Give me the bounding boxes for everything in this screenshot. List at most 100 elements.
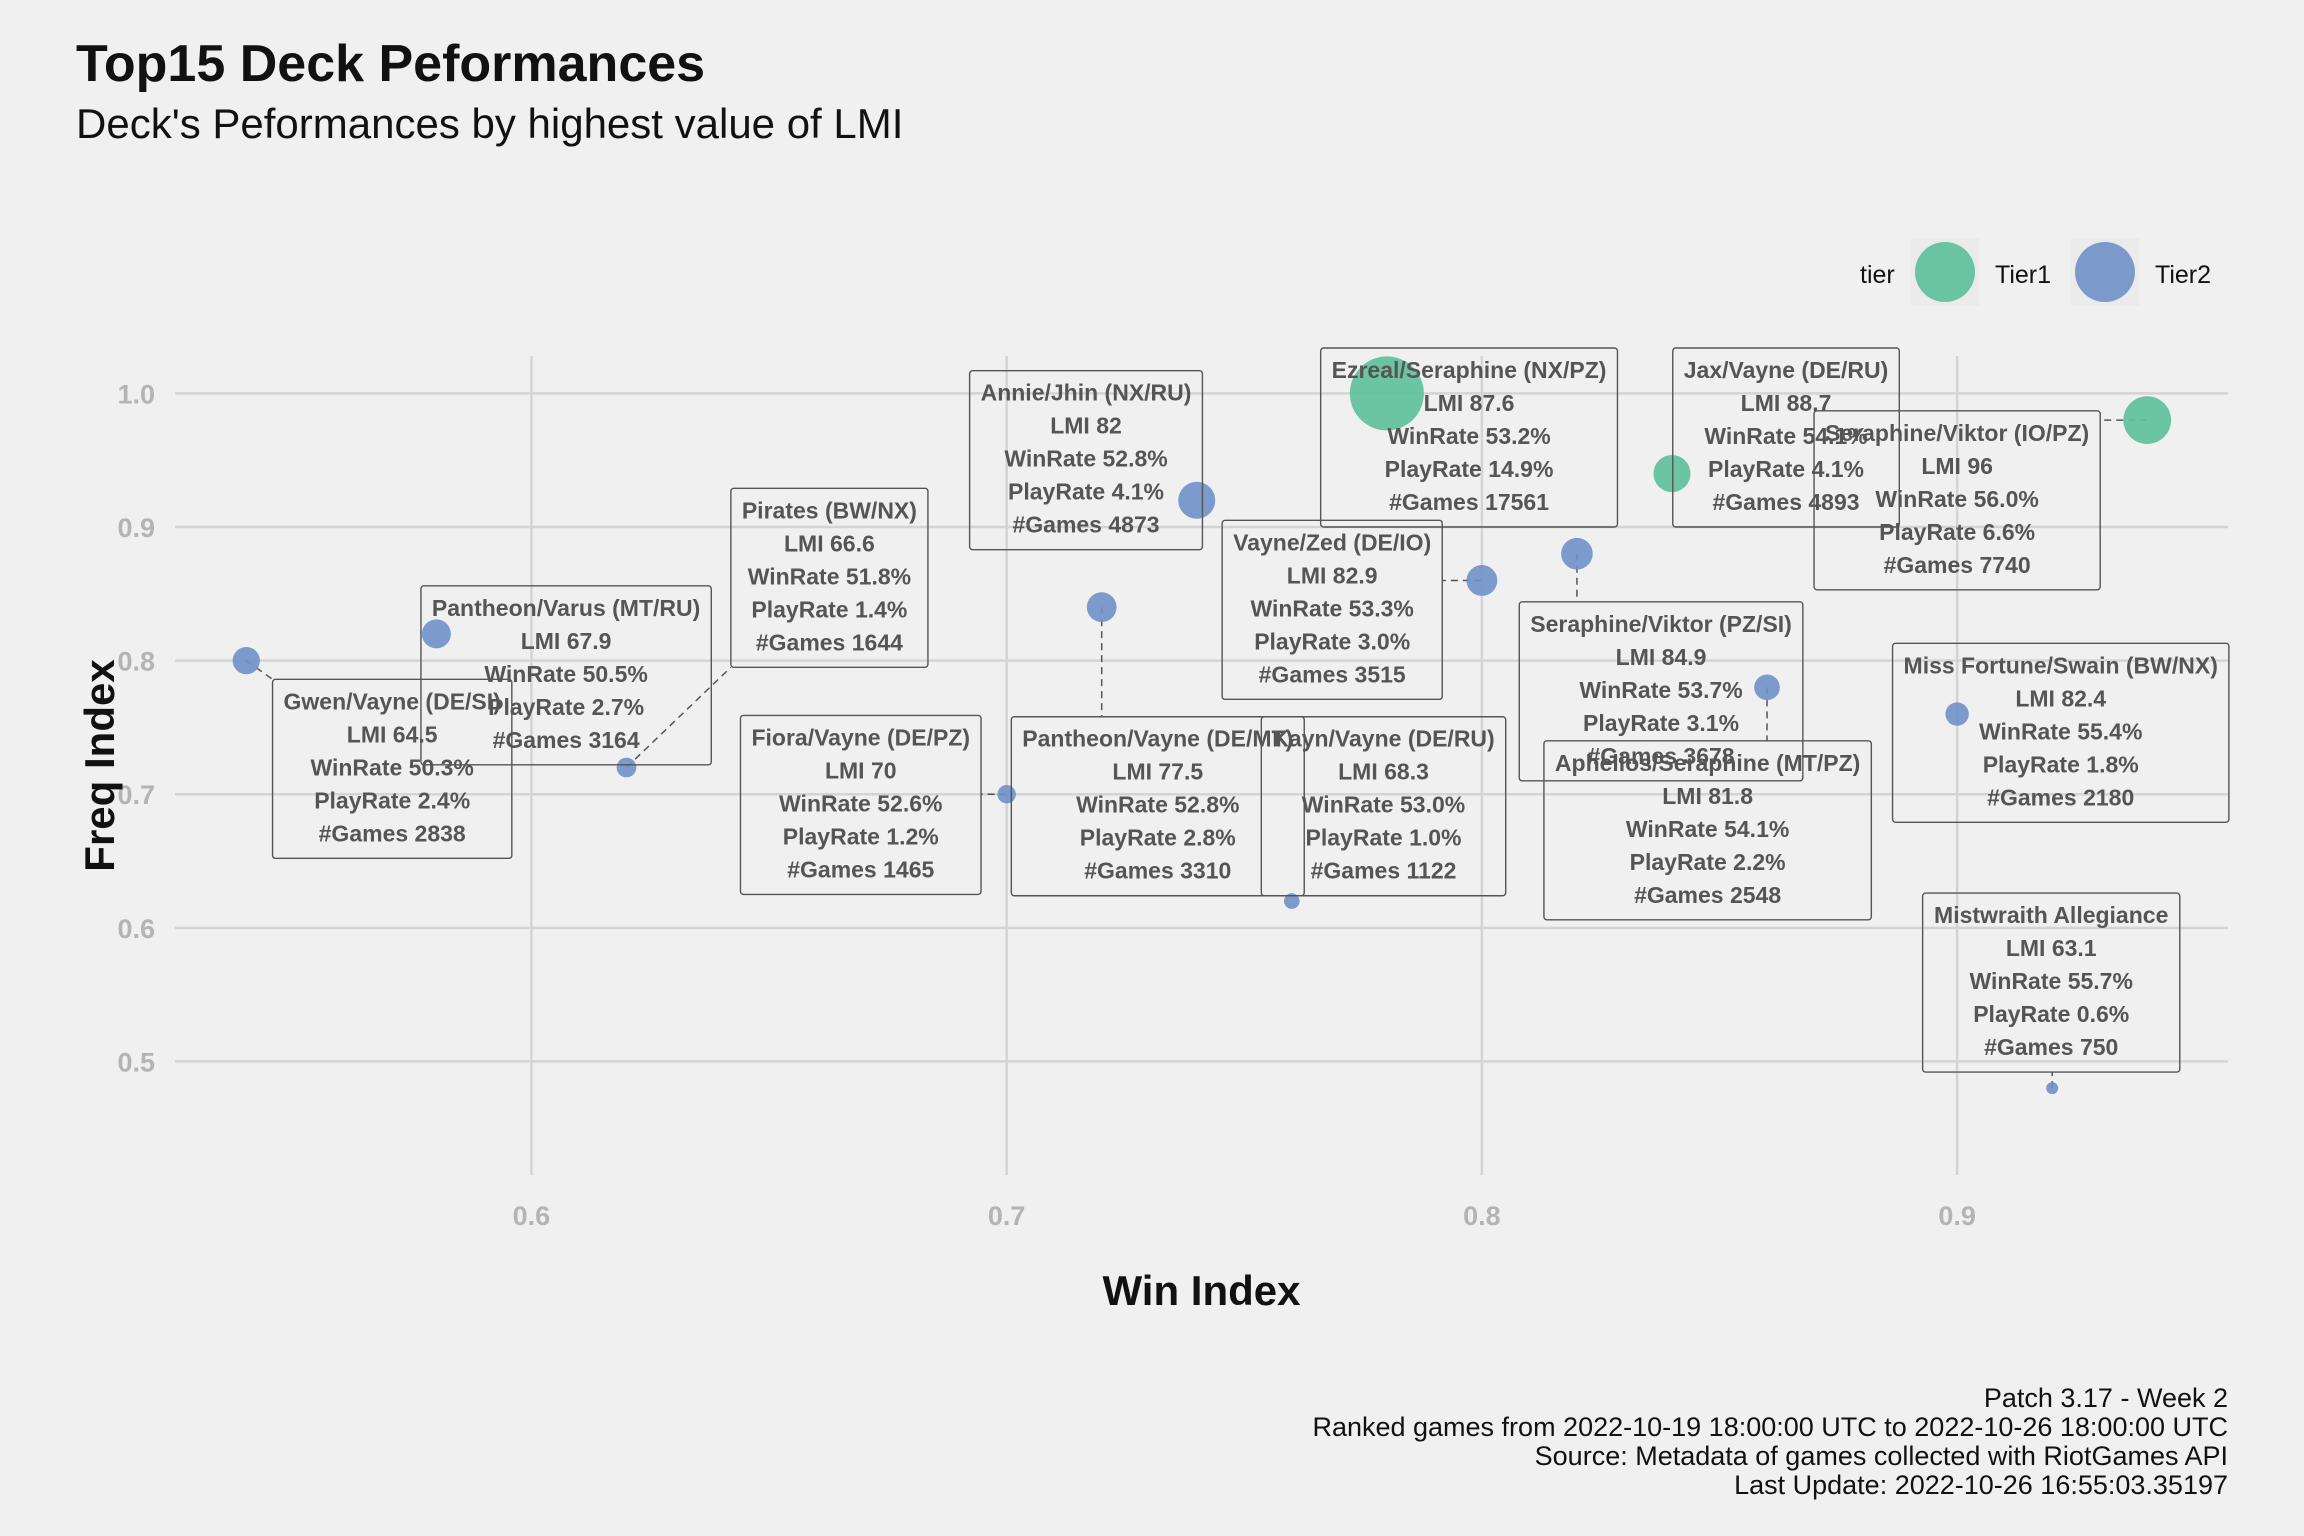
data-label-stat: LMI 77.5: [1112, 759, 1203, 785]
data-point: [1283, 893, 1300, 909]
data-label: Pantheon/Varus (MT/RU) LMI 67.9 WinRate 50…: [420, 585, 712, 766]
data-point: [997, 785, 1016, 804]
data-label: Mistwraith Allegiance LMI 63.1 WinRate 55.…: [1921, 892, 2181, 1073]
data-label-box: [1672, 347, 1900, 528]
data-label-stat: LMI 96: [1921, 453, 1993, 479]
x-axis-title: Win Index: [1103, 1267, 1302, 1314]
data-point: [1561, 537, 1593, 570]
data-label-deck: Gwen/Vayne (DE/SI): [284, 688, 501, 714]
x-tick-label: 0.7: [988, 1201, 1026, 1231]
data-label-stat: WinRate 52.8%: [1004, 446, 1167, 472]
data-label-stat: WinRate 53.7%: [1579, 677, 1742, 703]
data-points: [232, 356, 2172, 1095]
x-tick-label: 0.9: [1938, 1201, 1976, 1231]
data-label-stat: WinRate 56.0%: [1875, 486, 2038, 512]
data-label-box: [730, 487, 929, 668]
data-label-box: [1221, 519, 1443, 701]
data-label-stat: WinRate 54.1%: [1626, 816, 1789, 842]
data-label-stat: PlayRate 3.0%: [1254, 628, 1410, 654]
data-label-stat: LMI 68.3: [1338, 759, 1429, 785]
y-tick-label: 0.9: [117, 513, 155, 543]
data-label-stat: LMI 66.6: [784, 530, 875, 556]
data-label-stat: WinRate 53.3%: [1250, 595, 1413, 621]
data-label-deck: Fiora/Vayne (DE/PZ): [751, 724, 970, 750]
data-label-box: [739, 714, 982, 896]
data-label-stat: #Games 3515: [1259, 661, 1406, 687]
data-label-deck: Pantheon/Vayne (DE/MT): [1022, 726, 1293, 752]
data-label-stat: PlayRate 4.1%: [1708, 456, 1864, 482]
data-label-stat: PlayRate 1.2%: [783, 823, 939, 849]
data-label-stat: WinRate 51.8%: [748, 563, 911, 589]
data-label-deck: Seraphine/Viktor (PZ/SI): [1530, 611, 1792, 637]
data-label-stat: #Games 7740: [1884, 552, 2031, 578]
y-axis-title: Freq Index: [76, 659, 123, 872]
data-label-stat: PlayRate 1.4%: [751, 596, 907, 622]
data-label-stat: PlayRate 1.0%: [1306, 825, 1462, 851]
data-label-box: [1891, 642, 2230, 823]
data-label-box: [1921, 892, 2181, 1073]
legend-key-tier2: [2075, 242, 2135, 302]
data-label-stat: LMI 82.4: [2015, 685, 2106, 711]
data-label: Seraphine/Viktor (IO/PZ) LMI 96 WinRate 56…: [1813, 410, 2101, 591]
x-tick-label: 0.8: [1463, 1201, 1501, 1231]
data-point: [421, 619, 451, 649]
data-label-stat: #Games 1644: [756, 629, 903, 655]
data-point: [1349, 356, 1424, 431]
data-label-stat: PlayRate 1.8%: [1983, 751, 2139, 777]
data-label-deck: Mistwraith Allegiance: [1934, 902, 2168, 928]
caption: Patch 3.17 - Week 2 Ranked games from 20…: [1312, 1384, 2228, 1500]
data-label-box: [968, 370, 1204, 551]
data-label-stat: LMI 82.9: [1287, 562, 1378, 588]
data-label-stat: #Games 3310: [1084, 858, 1231, 884]
data-label-stat: WinRate 54.1%: [1704, 423, 1867, 449]
data-label-stat: PlayRate 2.2%: [1630, 849, 1786, 875]
data-label-stat: PlayRate 2.8%: [1080, 825, 1236, 851]
legend-title: tier: [1860, 261, 1895, 289]
data-label: Fiora/Vayne (DE/PZ) LMI 70 WinRate 52.6% Pl…: [739, 714, 982, 896]
chart-title: Top15 Deck Peformances: [76, 35, 706, 93]
data-label-stat: #Games 2838: [319, 820, 466, 846]
data-label-box: [1319, 347, 1619, 528]
data-label-deck: Ezreal/Seraphine (NX/PZ): [1332, 357, 1607, 383]
data-label-stat: LMI 70: [825, 757, 897, 783]
data-label-stat: WinRate 53.2%: [1387, 423, 1550, 449]
data-label-box: [271, 678, 513, 860]
data-label-stat: #Games 2548: [1634, 882, 1781, 908]
data-label-stat: WinRate 53.0%: [1302, 792, 1465, 818]
data-label: Gwen/Vayne (DE/SI) LMI 64.5 WinRate 50.3% P…: [271, 678, 513, 860]
data-label-stat: LMI 67.9: [521, 628, 612, 654]
data-label-box: [420, 585, 712, 766]
data-label-stat: LMI 87.6: [1424, 390, 1515, 416]
data-point: [1178, 481, 1216, 519]
data-label-deck: Vayne/Zed (DE/IO): [1233, 529, 1431, 555]
data-label-stat: WinRate 52.8%: [1076, 792, 1239, 818]
data-label-stat: WinRate 52.6%: [779, 790, 942, 816]
data-point: [616, 757, 637, 778]
data-label-stat: #Games 4873: [1012, 512, 1159, 538]
legend-label: Tier1: [1995, 261, 2051, 289]
data-label-stat: #Games 3164: [493, 727, 640, 753]
data-label-stat: WinRate 50.5%: [484, 661, 647, 687]
data-label-deck: Seraphine/Viktor (IO/PZ): [1825, 420, 2089, 446]
legend-label: Tier2: [2155, 261, 2211, 289]
data-label-stat: #Games 2180: [1987, 784, 2134, 810]
data-label-stat: #Games 4893: [1712, 489, 1859, 515]
data-label: Vayne/Zed (DE/IO) LMI 82.9 WinRate 53.3% Pl…: [1221, 519, 1443, 701]
data-label-stat: PlayRate 2.4%: [314, 787, 470, 813]
data-label-stat: PlayRate 14.9%: [1385, 456, 1554, 482]
data-label: Pantheon/Vayne (DE/MT) LMI 77.5 WinRate 52…: [1010, 716, 1305, 897]
legend-key-tier1: [1915, 242, 1975, 302]
data-label-deck: Aphelios/Seraphine (MT/PZ): [1555, 750, 1860, 776]
data-point: [2046, 1082, 2059, 1095]
data-label-stat: #Games 17561: [1389, 489, 1549, 515]
data-label-box: [1260, 716, 1507, 897]
data-label-stat: WinRate 55.4%: [1979, 718, 2142, 744]
data-label: Pirates (BW/NX) LMI 66.6 WinRate 51.8% Play…: [730, 487, 929, 668]
data-label-deck: Kayn/Vayne (DE/RU): [1272, 726, 1494, 752]
data-label-stat: #Games 3678: [1588, 743, 1735, 769]
data-label-stat: #Games 750: [1984, 1034, 2118, 1060]
data-point: [1653, 455, 1691, 493]
data-label-stat: WinRate 55.7%: [1970, 968, 2133, 994]
caption-range: Ranked games from 2022-10-19 18:00:00 UT…: [1312, 1412, 2228, 1442]
